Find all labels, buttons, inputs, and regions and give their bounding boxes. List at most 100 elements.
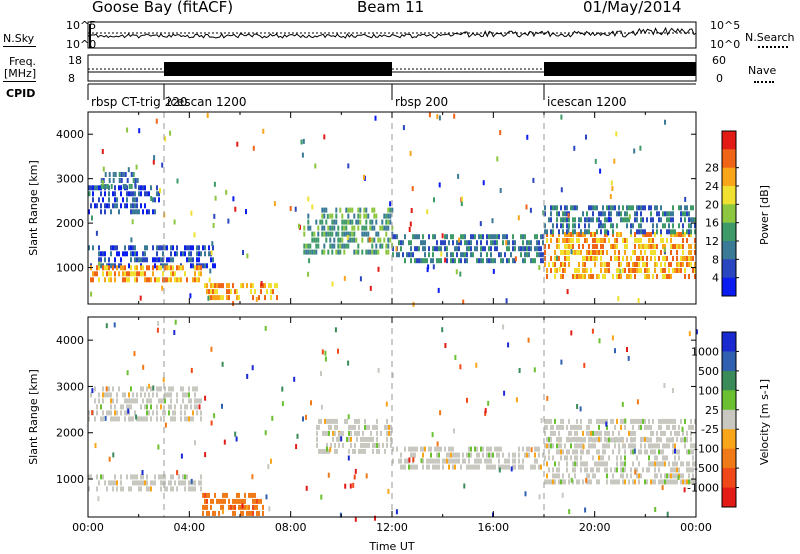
heatmap-cell xyxy=(670,217,672,223)
heatmap-cell xyxy=(142,474,144,480)
heatmap-cell xyxy=(156,191,158,197)
heatmap-cell xyxy=(438,446,440,452)
heatmap-cell xyxy=(332,418,334,424)
heatmap-cell xyxy=(128,191,130,197)
heatmap-cell xyxy=(178,474,180,480)
cpid-label: CPID xyxy=(6,87,36,100)
heatmap-cell xyxy=(357,243,360,249)
heatmap-cell xyxy=(672,232,674,237)
heatmap-cell xyxy=(682,244,684,249)
freq-unit: [MHz] xyxy=(4,67,37,80)
heatmap-cell xyxy=(315,237,318,243)
heatmap-cell xyxy=(140,191,142,197)
heatmap-cell xyxy=(628,262,630,267)
heatmap-cell xyxy=(590,274,592,279)
heatmap-cell xyxy=(354,448,356,454)
heatmap-cell xyxy=(204,245,206,251)
heatmap-cell xyxy=(499,130,502,136)
heatmap-cell xyxy=(512,240,514,246)
heatmap-cell xyxy=(102,184,105,189)
heatmap-cell xyxy=(430,452,432,458)
heatmap-cell xyxy=(422,240,424,246)
heatmap-cell xyxy=(375,231,378,237)
heatmap-cell xyxy=(578,479,580,485)
heatmap-cell xyxy=(190,404,192,410)
heatmap-cell xyxy=(594,443,596,449)
heatmap-cell xyxy=(206,263,208,269)
heatmap-cell xyxy=(166,486,168,492)
heatmap-cell xyxy=(134,277,136,283)
heatmap-cell xyxy=(452,258,454,264)
heatmap-cell xyxy=(436,458,438,464)
heatmap-cell xyxy=(470,234,472,240)
heatmap-cell xyxy=(211,241,214,247)
heatmap-cell xyxy=(508,464,510,470)
heatmap-cell xyxy=(582,232,584,237)
heatmap-cell xyxy=(112,486,114,492)
heatmap-cell xyxy=(550,211,552,217)
heatmap-cell xyxy=(652,250,654,255)
heatmap-cell xyxy=(164,410,166,416)
heatmap-cell xyxy=(190,367,193,373)
heatmap-cell xyxy=(414,246,416,252)
heatmap-cell xyxy=(596,467,598,473)
heatmap-cell xyxy=(96,203,98,209)
heatmap-cell xyxy=(134,209,136,215)
heatmap-cell xyxy=(387,243,390,249)
heatmap-cell xyxy=(566,238,568,243)
heatmap-cell xyxy=(606,229,608,235)
heatmap-cell xyxy=(512,458,514,464)
heatmap-cell xyxy=(224,498,226,504)
heatmap-cell xyxy=(674,232,676,237)
heatmap-cell xyxy=(387,213,390,219)
heatmap-cell xyxy=(578,436,580,442)
heatmap-cell xyxy=(158,386,160,392)
heatmap-cell xyxy=(594,205,596,211)
heatmap-cell xyxy=(139,295,142,301)
heatmap-cell xyxy=(534,446,536,452)
heatmap-cell xyxy=(530,240,532,246)
heatmap-cell xyxy=(524,258,526,264)
heatmap-cell xyxy=(558,443,560,449)
heatmap-cell xyxy=(618,262,620,267)
heatmap-cell xyxy=(126,398,128,404)
heatmap-cell xyxy=(640,268,642,273)
heatmap-cell xyxy=(650,461,652,467)
heatmap-cell xyxy=(552,455,554,461)
heatmap-cell xyxy=(98,398,100,404)
heatmap-cell xyxy=(660,418,662,424)
heatmap-cell xyxy=(228,289,230,295)
heatmap-cell xyxy=(264,283,266,289)
heatmap-cell xyxy=(634,436,636,442)
heatmap-cell xyxy=(566,229,568,235)
heatmap-cell xyxy=(586,467,588,473)
heatmap-cell xyxy=(212,283,214,289)
heatmap-cell xyxy=(548,418,550,424)
heatmap-cell xyxy=(434,446,436,452)
heatmap-cell xyxy=(533,367,536,373)
heatmap-cell xyxy=(680,461,682,467)
heatmap-cell xyxy=(118,386,120,392)
heatmap-cell xyxy=(592,443,594,449)
heatmap-cell xyxy=(144,271,146,277)
heatmap-cell xyxy=(132,392,134,398)
heatmap-cell xyxy=(190,486,192,492)
heatmap-cell xyxy=(572,461,574,467)
heatmap-cell xyxy=(582,244,584,249)
heatmap-cell xyxy=(514,458,516,464)
colorbar-swatch xyxy=(722,468,736,488)
heatmap-cell xyxy=(558,424,560,430)
heatmap-cell xyxy=(530,447,533,453)
heatmap-cell xyxy=(626,437,628,443)
heatmap-cell xyxy=(363,213,366,219)
heatmap-cell xyxy=(240,498,242,504)
heatmap-cell xyxy=(599,220,602,226)
colorbar-tick-label: -100 xyxy=(694,443,719,456)
heatmap-cell xyxy=(116,251,118,257)
heatmap-cell xyxy=(616,256,618,261)
heatmap-cell xyxy=(457,173,460,179)
heatmap-cell xyxy=(614,436,616,442)
heatmap-cell xyxy=(324,448,326,454)
heatmap-cell xyxy=(606,268,608,273)
heatmap-cell xyxy=(492,234,494,240)
